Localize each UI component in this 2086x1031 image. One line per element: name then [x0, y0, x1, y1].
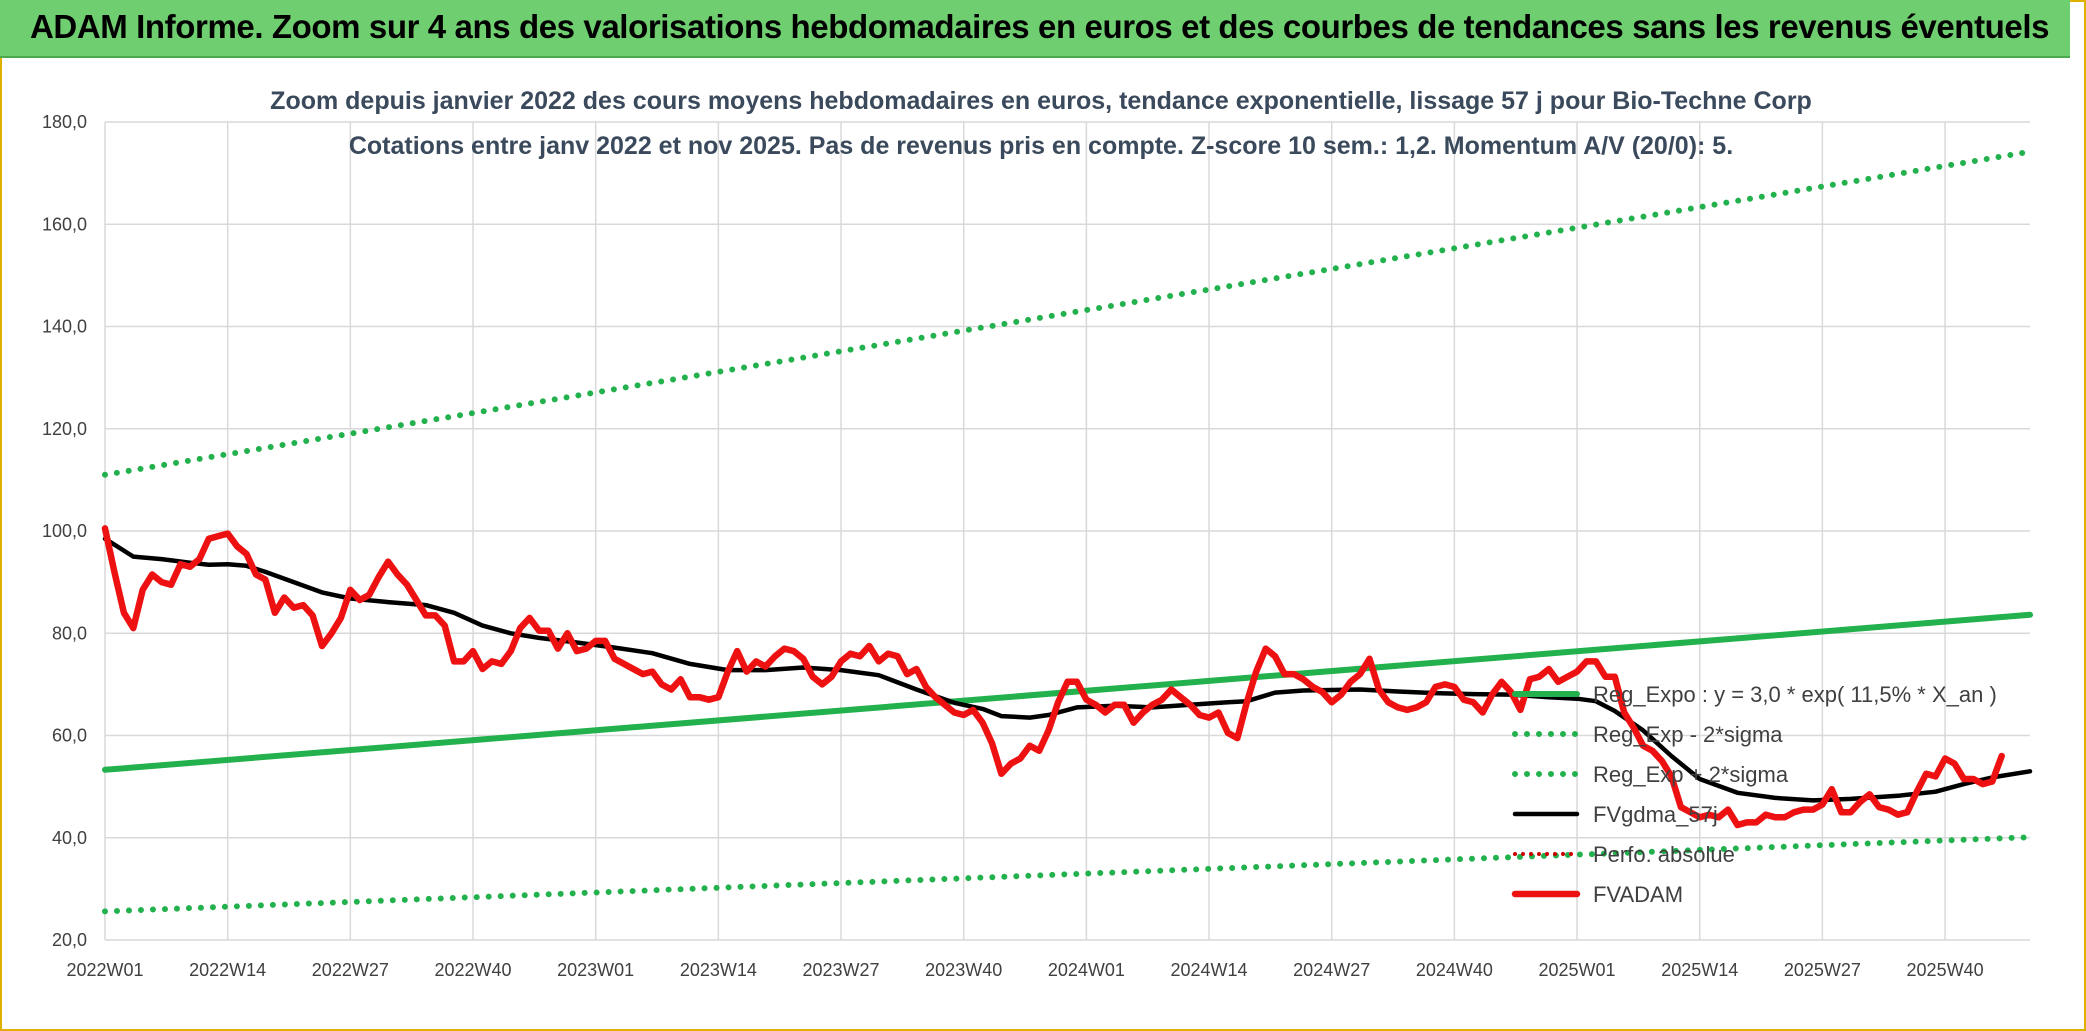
x-tick-label: 2022W01	[66, 960, 143, 980]
legend-label: Reg_Exp - 2*sigma	[1593, 722, 1783, 747]
x-tick-label: 2024W27	[1293, 960, 1370, 980]
x-tick-label: 2025W14	[1661, 960, 1738, 980]
y-tick-label: 120,0	[42, 419, 87, 439]
chart-legend: Reg_Expo : y = 3,0 * exp( 11,5% * X_an )…	[1511, 682, 1997, 907]
x-tick-label: 2024W01	[1048, 960, 1125, 980]
x-tick-label: 2023W27	[802, 960, 879, 980]
gridlines	[104, 121, 2030, 941]
x-tick-label: 2024W40	[1416, 960, 1493, 980]
y-tick-label: 40,0	[52, 828, 87, 848]
report-banner: ADAM Informe. Zoom sur 4 ans des valoris…	[0, 0, 2070, 58]
y-tick-label: 20,0	[52, 930, 87, 950]
series-line-dotted-green	[102, 834, 2033, 915]
x-axis-ticks: 2022W01 2022W14 2022W27 2022W40 2023W01 2023W…	[66, 960, 1983, 980]
x-tick-label: 2025W27	[1784, 960, 1861, 980]
x-tick-label: 2023W14	[680, 960, 757, 980]
x-tick-label: 2022W40	[434, 960, 511, 980]
y-tick-label: 140,0	[42, 317, 87, 337]
chart-title-line2: Cotations entre janv 2022 et nov 2025. P…	[349, 132, 1733, 160]
y-tick-label: 60,0	[52, 726, 87, 746]
y-tick-label: 160,0	[42, 214, 87, 234]
legend-label: Perfo. absolue	[1593, 842, 1735, 867]
x-tick-label: 2023W01	[557, 960, 634, 980]
series-group	[101, 148, 2033, 915]
legend-label: FVgdma_57j	[1593, 802, 1718, 827]
x-tick-label: 2025W40	[1907, 960, 1984, 980]
x-tick-label: 2024W14	[1171, 960, 1248, 980]
y-tick-label: 100,0	[42, 521, 87, 541]
series-line-dotted-green	[102, 148, 2033, 478]
y-tick-label: 180,0	[42, 112, 87, 132]
x-tick-label: 2022W14	[189, 960, 266, 980]
legend-label: Reg_Exp + 2*sigma	[1593, 762, 1789, 787]
chart-title-line1: Zoom depuis janvier 2022 des cours moyen…	[270, 87, 1812, 115]
legend-label: Reg_Expo : y = 3,0 * exp( 11,5% * X_an )	[1593, 682, 1997, 707]
y-tick-label: 80,0	[52, 623, 87, 643]
banner-title: ADAM Informe. Zoom sur 4 ans des valoris…	[30, 8, 2050, 45]
series-line-solid-red	[101, 525, 2005, 829]
x-tick-label: 2023W40	[925, 960, 1002, 980]
y-axis-ticks: 20,0 40,0 60,0 80,0 100,0 120,0 140,0 160,0 180,…	[42, 112, 87, 950]
legend-label: FVADAM	[1593, 882, 1683, 907]
x-tick-label: 2025W01	[1539, 960, 1616, 980]
x-tick-label: 2022W27	[312, 960, 389, 980]
series-line-solid-green	[102, 611, 2033, 773]
